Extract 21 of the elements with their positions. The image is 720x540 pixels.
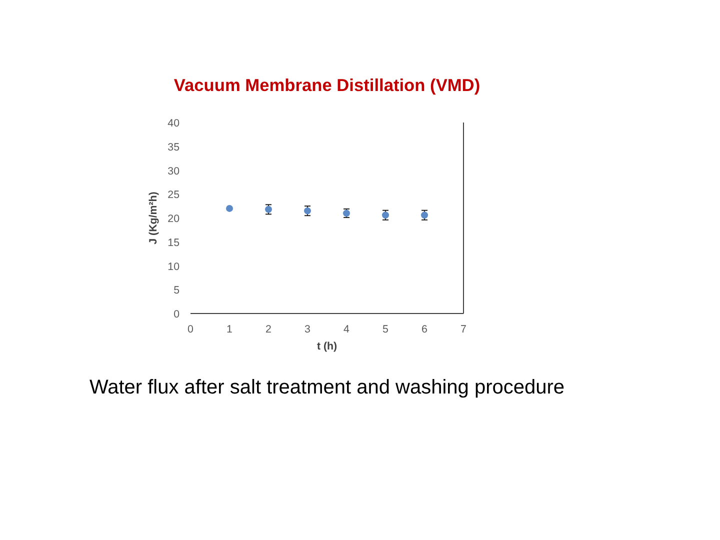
y-tick-label: 40	[168, 118, 180, 130]
y-tick-label: 5	[174, 284, 180, 297]
x-tick-label: 1	[226, 324, 233, 336]
y-axis-title: J (Kg/m²h)	[148, 191, 160, 244]
x-tick-label: 6	[422, 324, 428, 336]
x-tick-label: 3	[304, 324, 311, 336]
y-tick-label: 10	[168, 260, 180, 273]
y-tick-label: 30	[168, 165, 180, 178]
x-tick-label: 2	[266, 324, 272, 336]
x-tick-label: 4	[344, 324, 350, 336]
y-tick-label: 20	[168, 213, 180, 225]
chart-title: Vacuum Membrane Distillation (VMD)	[174, 75, 480, 95]
x-axis-title: t (h)	[316, 340, 338, 352]
text: Water flux after salt treatment and washing procedure	[89, 376, 565, 398]
x-tick-label: 0	[188, 324, 194, 336]
y-tick-label: 15	[168, 236, 180, 249]
y-tick-label: 35	[168, 141, 180, 154]
y-tick-label: 25	[168, 189, 180, 202]
x-tick-label: 5	[382, 324, 389, 336]
y-tick-label: 0	[174, 308, 180, 320]
x-tick-label: 7	[460, 324, 467, 336]
